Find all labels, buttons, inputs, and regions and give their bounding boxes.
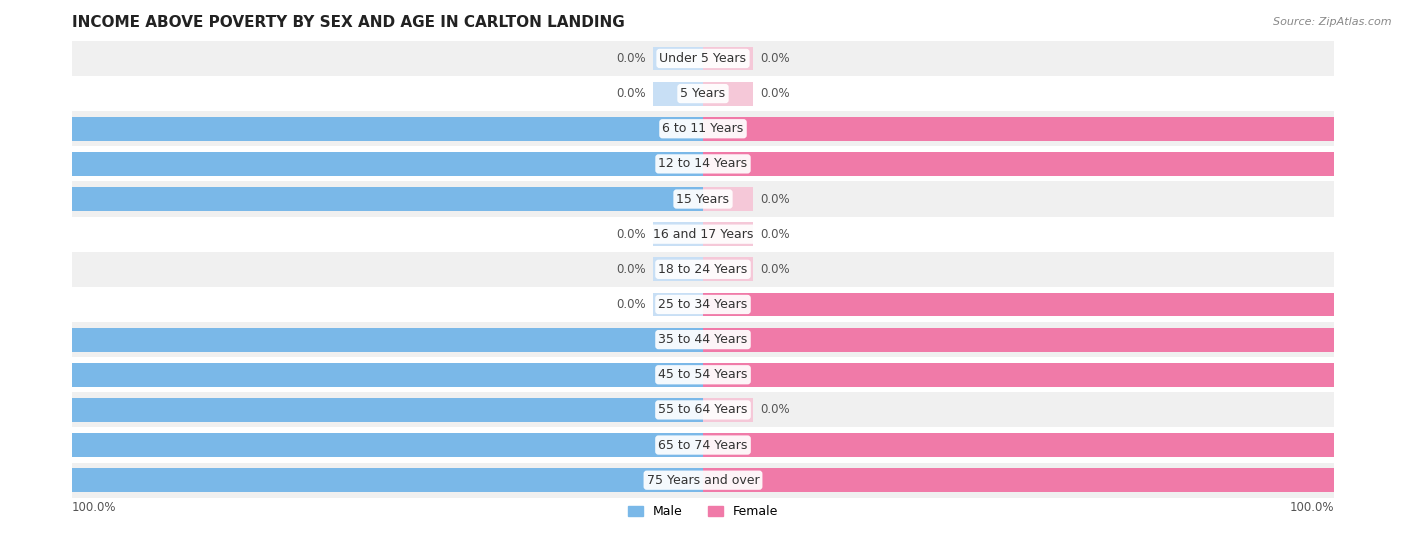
Text: 100.0%: 100.0% bbox=[1343, 122, 1392, 135]
Bar bbox=[72, 187, 703, 211]
Bar bbox=[703, 363, 1334, 387]
Text: 0.0%: 0.0% bbox=[759, 404, 789, 416]
Bar bbox=[72, 76, 1334, 111]
Text: 65 to 74 Years: 65 to 74 Years bbox=[658, 439, 748, 452]
Bar bbox=[703, 152, 1334, 176]
Text: 100.0%: 100.0% bbox=[14, 333, 63, 346]
Bar bbox=[72, 322, 1334, 357]
Bar bbox=[703, 222, 754, 246]
Text: 0.0%: 0.0% bbox=[617, 263, 647, 276]
Bar bbox=[703, 257, 754, 281]
Legend: Male, Female: Male, Female bbox=[623, 500, 783, 523]
Bar bbox=[72, 111, 1334, 146]
Text: 55 to 64 Years: 55 to 64 Years bbox=[658, 404, 748, 416]
Text: 0.0%: 0.0% bbox=[759, 192, 789, 206]
Text: 100.0%: 100.0% bbox=[14, 158, 63, 170]
Bar bbox=[72, 328, 703, 352]
Text: 0.0%: 0.0% bbox=[617, 298, 647, 311]
Text: Under 5 Years: Under 5 Years bbox=[659, 52, 747, 65]
Text: 100.0%: 100.0% bbox=[1343, 298, 1392, 311]
Bar bbox=[703, 187, 754, 211]
Bar bbox=[652, 82, 703, 106]
Bar bbox=[72, 398, 703, 422]
Bar bbox=[72, 392, 1334, 428]
Text: 0.0%: 0.0% bbox=[617, 228, 647, 241]
Text: 45 to 54 Years: 45 to 54 Years bbox=[658, 368, 748, 381]
Bar bbox=[652, 257, 703, 281]
Bar bbox=[72, 357, 1334, 392]
Bar bbox=[72, 252, 1334, 287]
Bar bbox=[652, 46, 703, 70]
Bar bbox=[72, 287, 1334, 322]
Text: 100.0%: 100.0% bbox=[1343, 333, 1392, 346]
Text: 100.0%: 100.0% bbox=[1343, 473, 1392, 487]
Text: 100.0%: 100.0% bbox=[72, 500, 117, 514]
Text: 25 to 34 Years: 25 to 34 Years bbox=[658, 298, 748, 311]
Text: 100.0%: 100.0% bbox=[14, 192, 63, 206]
Bar bbox=[703, 117, 1334, 141]
Text: 100.0%: 100.0% bbox=[14, 368, 63, 381]
Text: 100.0%: 100.0% bbox=[14, 122, 63, 135]
Text: 75 Years and over: 75 Years and over bbox=[647, 473, 759, 487]
Bar bbox=[72, 117, 703, 141]
Bar bbox=[72, 363, 703, 387]
Text: 100.0%: 100.0% bbox=[14, 473, 63, 487]
Text: 6 to 11 Years: 6 to 11 Years bbox=[662, 122, 744, 135]
Text: INCOME ABOVE POVERTY BY SEX AND AGE IN CARLTON LANDING: INCOME ABOVE POVERTY BY SEX AND AGE IN C… bbox=[72, 15, 624, 30]
Text: 12 to 14 Years: 12 to 14 Years bbox=[658, 158, 748, 170]
Text: 100.0%: 100.0% bbox=[1343, 439, 1392, 452]
Bar bbox=[652, 292, 703, 316]
Bar bbox=[703, 328, 1334, 352]
Bar bbox=[72, 146, 1334, 182]
Bar bbox=[703, 398, 754, 422]
Text: 0.0%: 0.0% bbox=[759, 87, 789, 100]
Bar bbox=[72, 216, 1334, 252]
Text: 0.0%: 0.0% bbox=[617, 87, 647, 100]
Text: 100.0%: 100.0% bbox=[1343, 368, 1392, 381]
Text: 0.0%: 0.0% bbox=[759, 52, 789, 65]
Bar bbox=[703, 82, 754, 106]
Bar bbox=[703, 433, 1334, 457]
Text: 0.0%: 0.0% bbox=[759, 263, 789, 276]
Bar bbox=[703, 292, 1334, 316]
Text: 35 to 44 Years: 35 to 44 Years bbox=[658, 333, 748, 346]
Bar bbox=[72, 433, 703, 457]
Text: 0.0%: 0.0% bbox=[617, 52, 647, 65]
Text: 100.0%: 100.0% bbox=[1289, 500, 1334, 514]
Text: Source: ZipAtlas.com: Source: ZipAtlas.com bbox=[1274, 17, 1392, 27]
Bar bbox=[72, 428, 1334, 463]
Text: 18 to 24 Years: 18 to 24 Years bbox=[658, 263, 748, 276]
Bar bbox=[652, 222, 703, 246]
Bar bbox=[703, 46, 754, 70]
Text: 15 Years: 15 Years bbox=[676, 192, 730, 206]
Bar bbox=[72, 41, 1334, 76]
Text: 0.0%: 0.0% bbox=[759, 228, 789, 241]
Bar bbox=[703, 468, 1334, 492]
Text: 100.0%: 100.0% bbox=[1343, 158, 1392, 170]
Bar bbox=[72, 463, 1334, 498]
Text: 16 and 17 Years: 16 and 17 Years bbox=[652, 228, 754, 241]
Bar bbox=[72, 182, 1334, 216]
Bar bbox=[72, 468, 703, 492]
Text: 100.0%: 100.0% bbox=[14, 439, 63, 452]
Text: 100.0%: 100.0% bbox=[14, 404, 63, 416]
Text: 5 Years: 5 Years bbox=[681, 87, 725, 100]
Bar bbox=[72, 152, 703, 176]
